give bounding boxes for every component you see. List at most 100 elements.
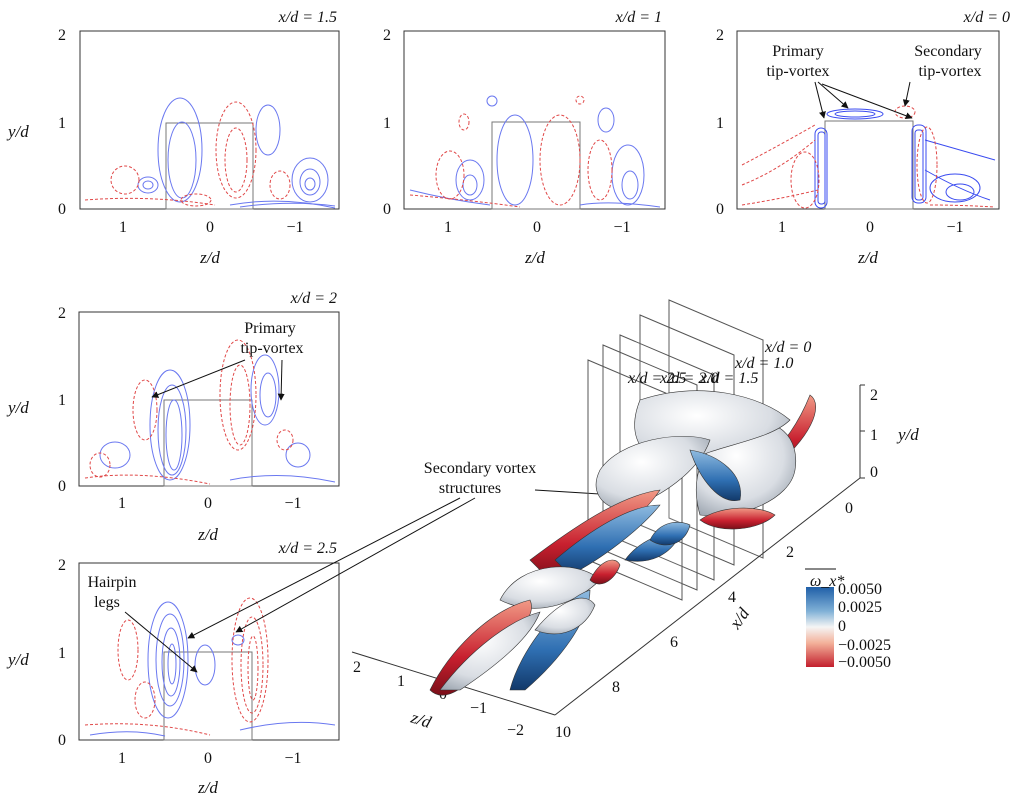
secondary-vortex-structures-annotation: Secondary vortex structures [424,460,536,497]
x-tick: 10 [555,724,571,741]
panel-title: x/d = 1.5 [278,9,337,26]
y-axis-label: y/d [6,398,29,417]
x-tick: 0 [866,219,874,236]
vortex-3d-view: x/d = 0 x/d = 1.0 x/d = 1.5 x/d = 2.0 x/… [351,299,919,741]
y-tick: 2 [870,387,878,404]
x-axis-label: z/d [524,248,545,267]
x-tick: 1 [778,219,786,236]
y-tick: 0 [383,201,391,218]
panel-title: x/d = 0 [963,9,1010,26]
y-axis-label: y/d [896,425,919,444]
y-tick: 0 [58,732,66,749]
hairpin-legs-annotation: Hairpin legs [88,574,137,611]
x-tick: 1 [118,495,126,512]
x-tick: −1 [613,219,630,236]
panel-title: x/d = 2 [290,290,337,307]
z-tick: 2 [353,659,361,676]
y-tick: 1 [58,115,66,132]
colorbar-title: ω_x* [810,573,844,590]
panel-xd-2: x/d = 2 0 1 2 1 0 −1 y/d z/d [6,290,340,544]
y-tick: 1 [870,427,878,444]
plane-label: x/d = 2.5 [627,370,686,387]
body-outline [163,399,253,487]
x-tick: 0 [204,495,212,512]
x-tick: 1 [444,219,452,236]
plane-label: x/d = 2.0 [659,370,718,387]
z-tick: −1 [470,700,487,717]
colorbar-tick: 0.0025 [838,599,882,616]
colorbar-tick: −0.0050 [838,654,891,671]
annotation-arrows [124,611,198,673]
y-axis-label: y/d [6,122,29,141]
x-tick: −1 [286,219,303,236]
annotation-arrows [151,359,285,401]
x-tick: 0 [845,500,853,517]
panel-xd-0: x/d = 0 0 1 2 1 0 −1 z/d [716,9,1010,267]
y-tick: 2 [716,27,724,44]
y-tick: 1 [716,115,724,132]
x-axis-label: x/d [725,604,753,633]
colorbar-tick: 0 [838,618,846,635]
panel-title: x/d = 2.5 [278,540,337,557]
secondary-tip-vortex-annotation: Secondary tip-vortex [914,43,982,80]
y-tick: 2 [58,305,66,322]
y-axis-label: y/d [6,650,29,669]
x-axis-label: z/d [199,248,220,267]
primary-tip-vortex-annotation: Primary tip-vortex [240,320,303,357]
plane-label: x/d = 1.0 [734,355,793,372]
x-tick: −1 [946,219,963,236]
body-outline [824,120,914,210]
vorticity-contours [741,105,996,209]
colorbar: ω_x* 0.0050 0.0025 0 −0.0025 −0.0050 [805,568,891,671]
vorticity-contours [84,97,336,209]
colorbar-tick: 0.0050 [838,581,882,598]
y-tick: 1 [58,392,66,409]
y-tick: 0 [58,478,66,495]
x-tick: 0 [533,219,541,236]
annotation-arrows [814,81,913,120]
x-tick: 0 [206,219,214,236]
y-tick: 2 [383,27,391,44]
vorticity-contours [84,339,336,485]
y-tick: 0 [58,201,66,218]
x-tick: −1 [284,750,301,767]
vortex-isosurfaces [429,390,816,696]
panel-xd-2-5: x/d = 2.5 0 1 2 1 0 −1 y/d z/d [6,540,340,797]
x-tick: −1 [284,495,301,512]
z-axis-label: z/d [408,707,434,732]
panel-xd-1: x/d = 1 0 1 2 1 0 −1 z/d [383,9,666,267]
y-tick: 0 [870,464,878,481]
primary-tip-vortex-annotation: Primary tip-vortex [766,43,829,80]
x-axis-label: z/d [197,525,218,544]
x-tick: 1 [119,219,127,236]
y-tick: 2 [58,557,66,574]
x-tick: 1 [118,750,126,767]
x-tick: 8 [612,679,620,696]
y-tick: 2 [58,27,66,44]
x-axis-label: z/d [197,778,218,797]
x-tick: 6 [670,634,678,651]
z-tick: −2 [507,722,524,739]
panel-xd-1-5: x/d = 1.5 0 1 2 1 0 −1 y/d z/d [6,9,340,267]
y-tick: 0 [716,201,724,218]
plot-frame [403,30,666,210]
plot-frame [78,311,340,487]
x-tick: 0 [204,750,212,767]
x-tick: 4 [728,589,736,606]
y-tick: 1 [58,645,66,662]
body-outline [165,122,254,210]
body-outline [163,651,253,741]
body-outline [491,121,581,210]
vorticity-contours [409,95,661,208]
x-axis-label: z/d [857,248,878,267]
colorbar-tick: −0.0025 [838,637,891,654]
vorticity-contours [84,597,336,737]
x-tick: 2 [786,544,794,561]
z-tick: 1 [397,673,405,690]
plane-label: x/d = 1.5 [699,370,758,387]
panel-title: x/d = 1 [615,9,662,26]
y-tick: 1 [383,115,391,132]
colorbar-gradient [806,587,834,667]
plane-label: x/d = 0 [764,339,811,356]
